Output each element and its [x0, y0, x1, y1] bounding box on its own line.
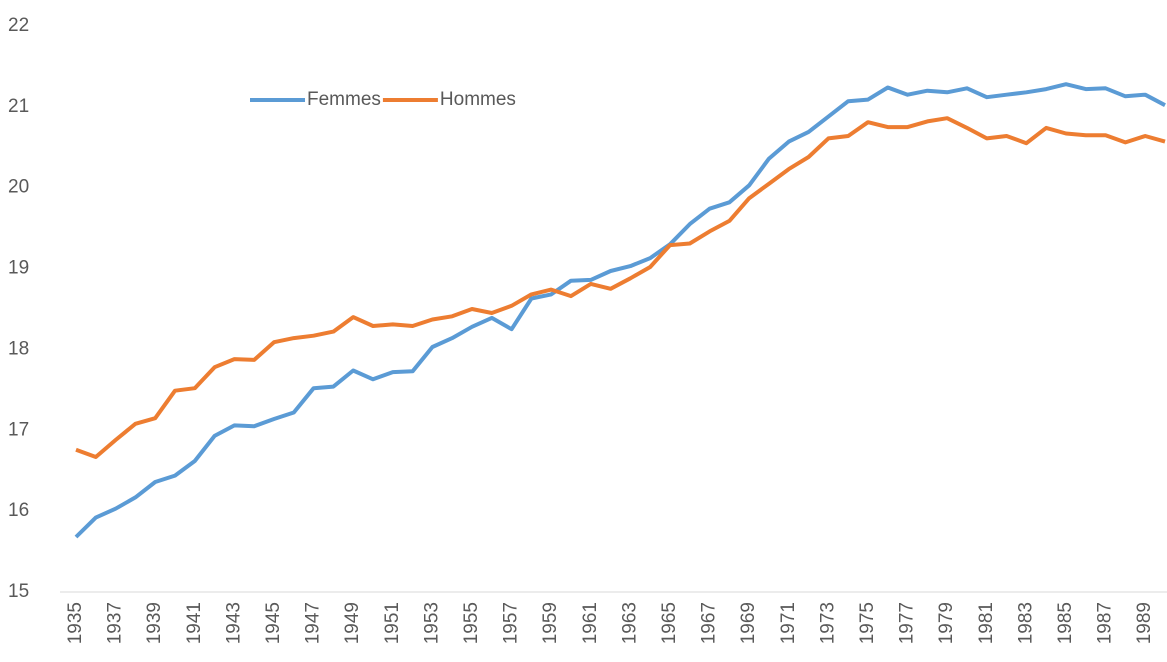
- x-tick-label: 1983: [1015, 602, 1036, 644]
- x-tick-label: 1953: [421, 602, 442, 644]
- series-line: [74, 82, 1166, 539]
- x-tick-label: 1963: [619, 602, 640, 644]
- x-tick-label: 1961: [580, 602, 601, 644]
- x-tick-label: 1937: [105, 602, 126, 644]
- x-tick-label: 1957: [501, 602, 522, 644]
- x-tick-label: 1989: [1134, 602, 1155, 644]
- x-tick-label: 1955: [461, 602, 482, 644]
- y-tick-label: 22: [8, 15, 29, 36]
- x-tick-label: 1973: [817, 602, 838, 644]
- y-tick-label: 17: [8, 419, 29, 440]
- plot-area: [74, 82, 1166, 539]
- x-tick-label: 1945: [263, 602, 284, 644]
- legend-label: Femmes: [307, 89, 381, 110]
- y-tick-label: 20: [8, 177, 29, 198]
- series-line: [75, 116, 1166, 459]
- x-tick-label: 1947: [303, 602, 324, 644]
- x-tick-label: 1985: [1055, 602, 1076, 644]
- x-tick-label: 1987: [1095, 602, 1116, 644]
- y-tick-label: 21: [8, 96, 29, 117]
- y-tick-label: 15: [8, 581, 29, 602]
- x-tick-label: 1969: [738, 602, 759, 644]
- x-tick-label: 1941: [184, 602, 205, 644]
- y-tick-label: 18: [8, 338, 29, 359]
- x-tick-label: 1965: [659, 602, 680, 644]
- x-tick-label: 1975: [857, 602, 878, 644]
- x-tick-label: 1967: [699, 602, 720, 644]
- legend-label: Hommes: [440, 89, 516, 110]
- x-tick-label: 1959: [540, 602, 561, 644]
- x-tick-label: 1979: [936, 602, 957, 644]
- x-tick-label: 1977: [897, 602, 918, 644]
- x-tick-label: 1951: [382, 602, 403, 644]
- x-tick-label: 1981: [976, 602, 997, 644]
- x-tick-label: 1935: [65, 602, 86, 644]
- x-tick-label: 1939: [144, 602, 165, 644]
- x-tick-label: 1971: [778, 602, 799, 644]
- x-tick-label: 1949: [342, 602, 363, 644]
- x-tick-label: 1943: [223, 602, 244, 644]
- y-tick-label: 16: [8, 500, 29, 521]
- y-tick-label: 19: [8, 258, 29, 279]
